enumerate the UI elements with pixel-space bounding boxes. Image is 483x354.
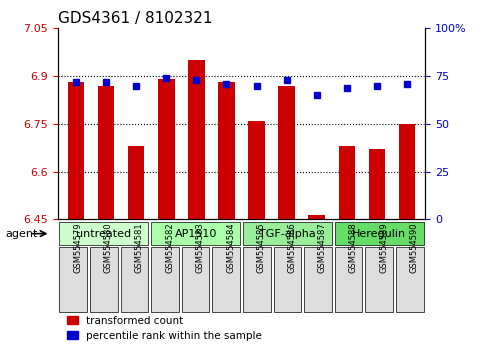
FancyBboxPatch shape <box>335 247 362 312</box>
Text: GSM554587: GSM554587 <box>318 222 327 273</box>
FancyBboxPatch shape <box>59 223 148 245</box>
FancyBboxPatch shape <box>59 247 87 312</box>
Bar <box>369 149 385 219</box>
FancyBboxPatch shape <box>304 247 332 312</box>
Legend: transformed count, percentile rank within the sample: transformed count, percentile rank withi… <box>63 312 266 345</box>
Text: GSM554585: GSM554585 <box>257 222 266 273</box>
Text: AP1510: AP1510 <box>174 229 217 239</box>
FancyBboxPatch shape <box>151 223 240 245</box>
Text: GSM554588: GSM554588 <box>349 222 357 273</box>
Text: GSM554580: GSM554580 <box>104 222 113 273</box>
Text: agent: agent <box>5 229 38 239</box>
FancyBboxPatch shape <box>213 247 240 312</box>
FancyBboxPatch shape <box>243 223 332 245</box>
Text: Heregulin: Heregulin <box>352 229 406 239</box>
Text: GSM554582: GSM554582 <box>165 222 174 273</box>
FancyBboxPatch shape <box>243 247 270 312</box>
Text: untreated: untreated <box>76 229 131 239</box>
FancyBboxPatch shape <box>335 223 424 245</box>
FancyBboxPatch shape <box>121 247 148 312</box>
FancyBboxPatch shape <box>366 247 393 312</box>
Text: TGF-alpha: TGF-alpha <box>259 229 316 239</box>
Text: GSM554590: GSM554590 <box>410 222 419 273</box>
Text: GSM554589: GSM554589 <box>379 222 388 273</box>
FancyBboxPatch shape <box>182 247 210 312</box>
FancyBboxPatch shape <box>396 247 424 312</box>
Text: GSM554584: GSM554584 <box>226 222 235 273</box>
Bar <box>158 79 174 219</box>
FancyBboxPatch shape <box>151 247 179 312</box>
Bar <box>309 215 325 219</box>
FancyBboxPatch shape <box>90 247 118 312</box>
Bar <box>248 121 265 219</box>
Bar <box>278 86 295 219</box>
Bar <box>339 146 355 219</box>
Text: GDS4361 / 8102321: GDS4361 / 8102321 <box>58 11 213 26</box>
FancyBboxPatch shape <box>274 247 301 312</box>
Bar <box>188 60 205 219</box>
Bar <box>68 82 85 219</box>
Bar <box>218 82 235 219</box>
Bar <box>98 86 114 219</box>
Bar <box>398 124 415 219</box>
Text: GSM554581: GSM554581 <box>134 222 143 273</box>
Text: GSM554583: GSM554583 <box>196 222 205 273</box>
Text: GSM554579: GSM554579 <box>73 222 82 273</box>
Bar <box>128 146 144 219</box>
Text: GSM554586: GSM554586 <box>287 222 297 273</box>
